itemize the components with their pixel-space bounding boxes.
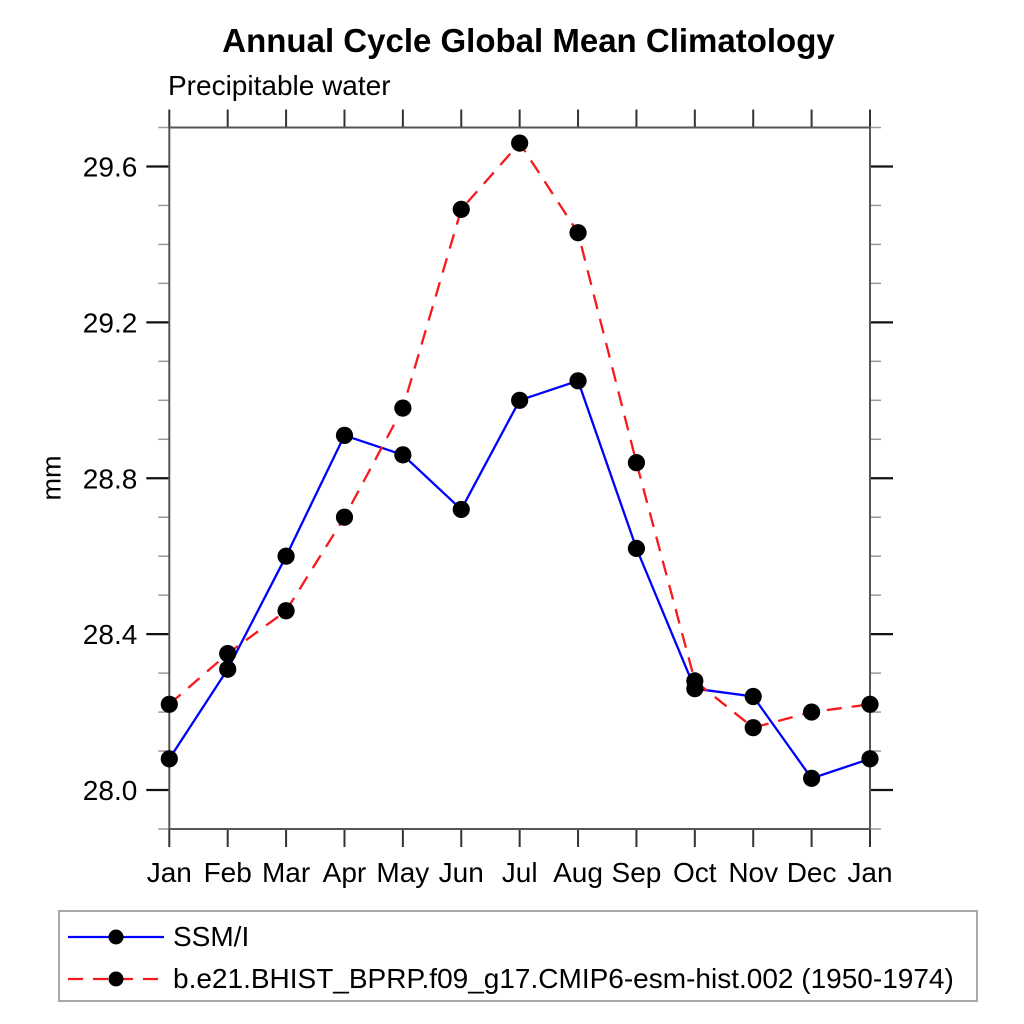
data-point-0 bbox=[627, 539, 646, 558]
data-point-1 bbox=[335, 508, 354, 526]
x-tick-label: Oct bbox=[673, 857, 717, 888]
data-point-1 bbox=[569, 224, 587, 242]
data-point-0 bbox=[335, 426, 354, 444]
data-point-1 bbox=[744, 719, 762, 737]
x-tick-label: Jul bbox=[502, 857, 538, 888]
x-tick-label: Jun bbox=[439, 857, 484, 888]
legend-line-sample-1-icon bbox=[68, 971, 164, 987]
y-tick-label: 28.4 bbox=[83, 619, 138, 650]
data-point-0 bbox=[394, 446, 412, 464]
data-point-0 bbox=[569, 372, 587, 390]
data-point-1 bbox=[219, 645, 237, 663]
y-tick-label: 29.6 bbox=[83, 151, 138, 182]
data-point-1 bbox=[452, 200, 470, 218]
data-point-0 bbox=[160, 750, 178, 768]
legend-sample-marker-0 bbox=[108, 929, 124, 945]
x-tick-label: Apr bbox=[323, 857, 367, 888]
data-point-0 bbox=[744, 687, 762, 706]
data-point-0 bbox=[861, 750, 879, 768]
legend-item-model: b.e21.BHIST_BPRP.f09_g17.CMIP6-esm-hist.… bbox=[66, 962, 954, 996]
y-tick-label: 28.8 bbox=[83, 463, 138, 494]
x-tick-label: Feb bbox=[204, 857, 252, 888]
data-point-0 bbox=[803, 769, 821, 787]
x-tick-label: Aug bbox=[553, 857, 603, 888]
data-point-0 bbox=[277, 547, 295, 565]
data-point-1 bbox=[394, 399, 412, 417]
legend: SSM/I b.e21.BHIST_BPRP.f09_g17.CMIP6-esm… bbox=[58, 910, 978, 1002]
data-point-1 bbox=[861, 695, 879, 713]
data-point-1 bbox=[511, 134, 529, 152]
series-line-1 bbox=[168, 141, 871, 729]
data-point-0 bbox=[452, 500, 470, 519]
legend-item-ssmi: SSM/I bbox=[66, 920, 249, 954]
axes-frame bbox=[168, 126, 872, 830]
chart-title: Annual Cycle Global Mean Climatology bbox=[222, 22, 835, 59]
data-point-1 bbox=[277, 602, 295, 620]
legend-line-sample-0-icon bbox=[68, 929, 164, 945]
legend-label-ssmi: SSM/I bbox=[173, 921, 250, 952]
legend-label-model: b.e21.BHIST_BPRP.f09_g17.CMIP6-esm-hist.… bbox=[173, 963, 954, 994]
data-point-1 bbox=[627, 454, 646, 472]
data-point-1 bbox=[160, 695, 178, 713]
x-tick-label: Mar bbox=[262, 857, 310, 888]
x-tick-label: Jan bbox=[147, 857, 192, 888]
chart-subtitle: Precipitable water bbox=[168, 70, 391, 101]
x-tick-label: May bbox=[376, 857, 429, 888]
series-line-0 bbox=[168, 379, 871, 780]
legend-sample-marker-1 bbox=[108, 971, 124, 987]
data-point-1 bbox=[803, 703, 821, 721]
x-tick-label: Dec bbox=[787, 857, 837, 888]
x-tick-label: Jan bbox=[847, 857, 892, 888]
data-point-1 bbox=[686, 672, 704, 690]
y-tick-label: 28.0 bbox=[83, 775, 138, 806]
x-tick-label: Sep bbox=[612, 857, 662, 888]
data-point-0 bbox=[219, 660, 237, 678]
y-tick-label: 29.2 bbox=[83, 307, 138, 338]
data-point-0 bbox=[511, 391, 529, 409]
x-tick-label: Nov bbox=[728, 857, 778, 888]
